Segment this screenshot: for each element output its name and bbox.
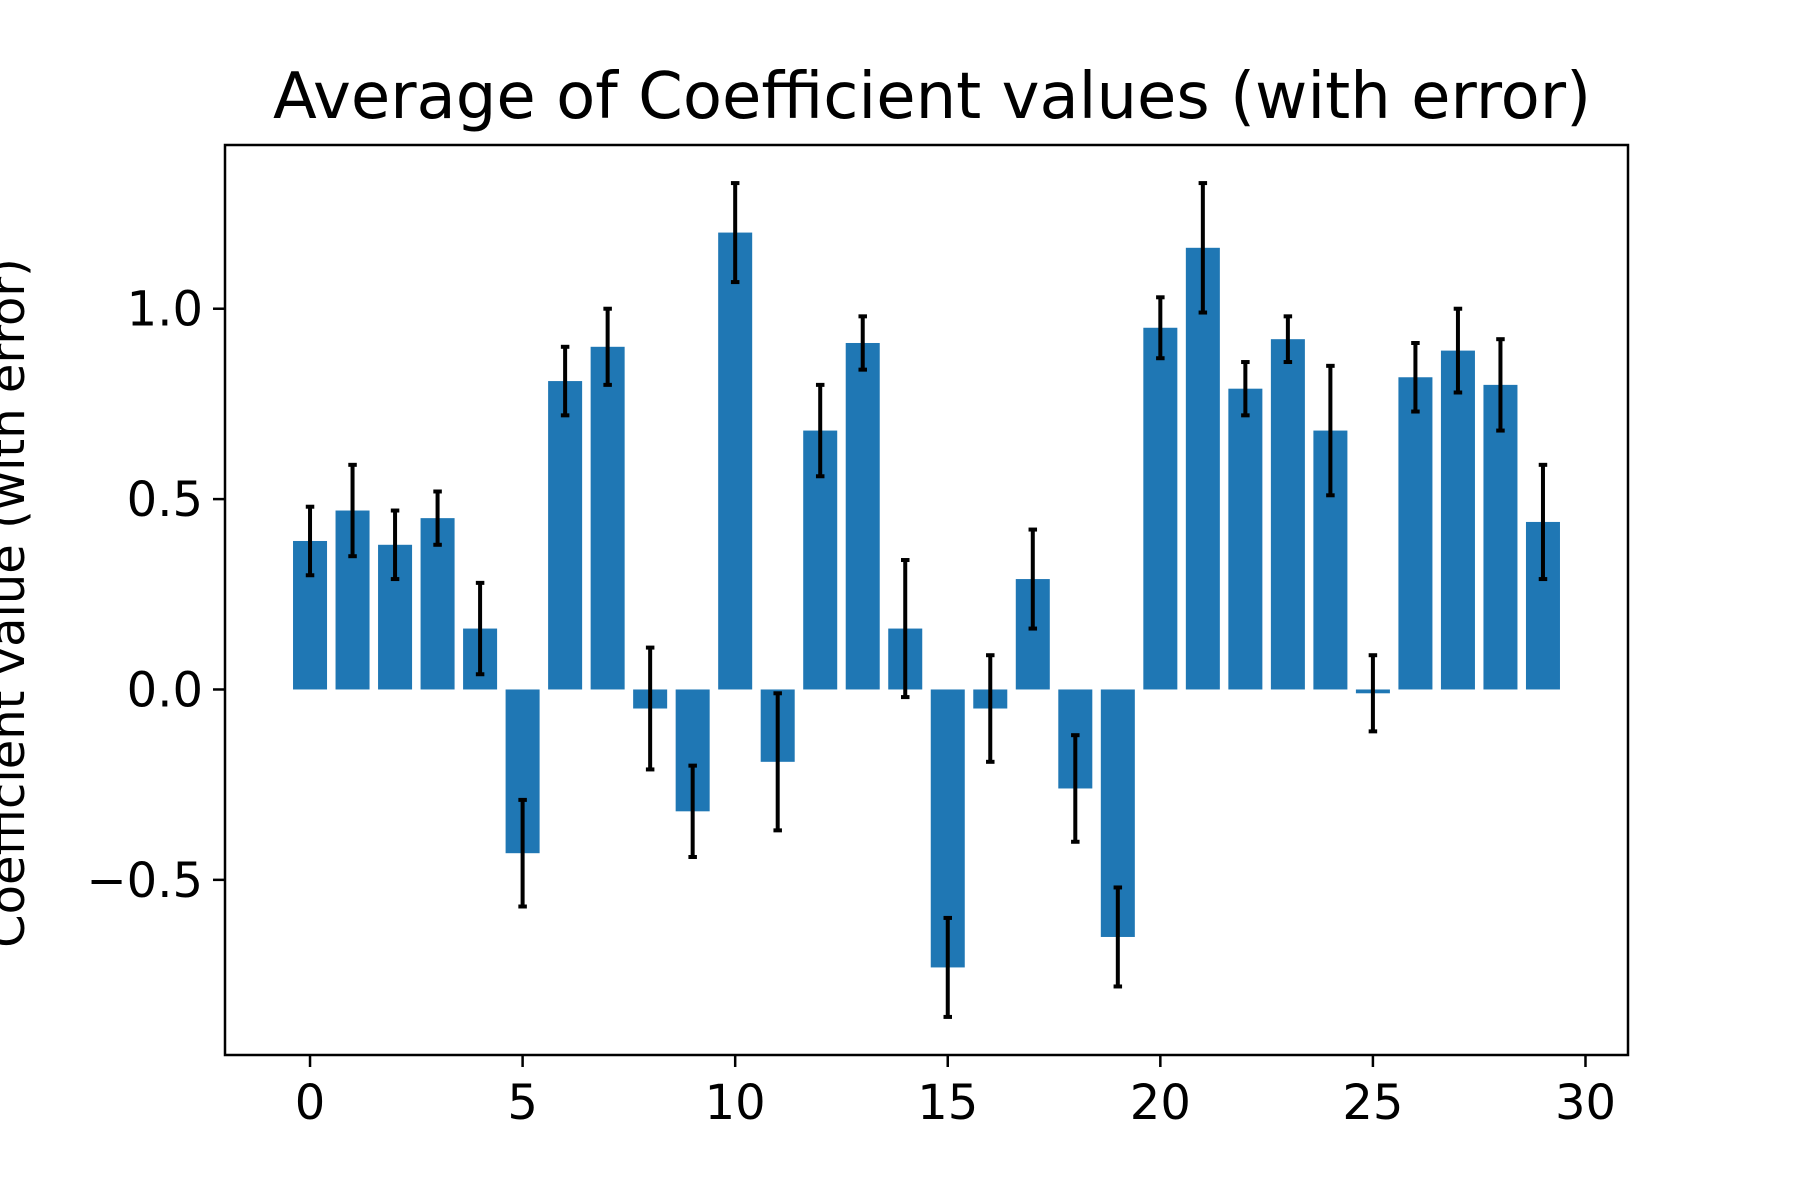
y-tick-label: 0.5	[127, 472, 203, 528]
error-bar-19	[1113, 885, 1123, 989]
error-bar-18	[1071, 733, 1080, 844]
bar-20	[1143, 327, 1178, 690]
error-bar-26	[1411, 340, 1420, 414]
x-tick-label: 5	[507, 1075, 538, 1131]
error-bar-15	[943, 915, 953, 1019]
y-axis-label: Coefficient value (with error)	[0, 258, 36, 948]
bar-23	[1270, 339, 1305, 690]
error-bar-22	[1241, 360, 1250, 418]
error-bar-13	[858, 314, 867, 372]
bar-7	[590, 346, 625, 690]
chart-title: Average of Coefficient values (with erro…	[273, 60, 1591, 134]
y-axis-ticks: −0.5 0.0 0.5 1.0	[86, 282, 225, 909]
bars-layer	[293, 232, 1560, 968]
bar-27	[1440, 350, 1475, 690]
x-tick-label: 20	[1130, 1075, 1191, 1131]
error-bar-23	[1283, 314, 1293, 365]
error-bar-9	[688, 763, 697, 860]
error-bar-24	[1326, 363, 1335, 498]
error-bar-5	[518, 797, 527, 909]
bar-21	[1185, 247, 1220, 690]
error-bar-14	[900, 558, 910, 700]
error-bar-7	[603, 306, 612, 387]
bar-6	[548, 381, 583, 690]
error-bar-16	[986, 653, 995, 764]
error-bar-6	[560, 344, 570, 418]
x-tick-label: 10	[705, 1075, 766, 1131]
error-bar-28	[1496, 337, 1505, 433]
bar-28	[1483, 384, 1518, 690]
plot-area-frame	[223, 143, 1630, 1057]
error-bar-3	[433, 489, 442, 547]
error-bar-2	[390, 508, 400, 582]
bar-13	[845, 342, 880, 690]
error-bar-8	[645, 645, 655, 772]
error-bar-21	[1198, 181, 1208, 315]
x-tick-label: 30	[1555, 1075, 1616, 1131]
error-bar-29	[1538, 462, 1548, 582]
bar-10	[718, 232, 753, 690]
error-bars-layer	[305, 181, 1548, 1019]
bar-26	[1398, 377, 1433, 690]
error-bar-17	[1028, 527, 1038, 631]
error-bar-10	[730, 181, 740, 285]
error-bar-12	[815, 382, 825, 479]
error-bar-11	[773, 691, 782, 833]
error-bar-0	[305, 504, 315, 578]
y-tick-label: 0.0	[127, 662, 203, 718]
x-axis-ticks: 0 5 10 15 20 25 30	[295, 1055, 1616, 1131]
error-bar-25	[1368, 653, 1378, 734]
x-tick-label: 15	[917, 1075, 978, 1131]
y-tick-label: −0.5	[86, 853, 203, 909]
error-bar-27	[1453, 306, 1463, 395]
y-tick-label: 1.0	[127, 282, 203, 338]
error-bar-4	[475, 580, 485, 677]
x-tick-label: 25	[1342, 1075, 1403, 1131]
x-tick-label: 0	[295, 1075, 326, 1131]
error-bar-20	[1156, 295, 1165, 361]
error-bar-1	[348, 462, 357, 559]
bar-22	[1228, 388, 1263, 690]
